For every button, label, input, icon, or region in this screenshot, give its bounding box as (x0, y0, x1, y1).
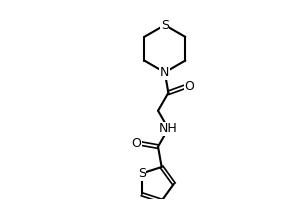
Text: S: S (161, 19, 169, 32)
Text: S: S (138, 167, 146, 180)
Text: O: O (131, 137, 141, 150)
Text: O: O (184, 80, 194, 93)
Text: N: N (160, 66, 170, 79)
Text: NH: NH (159, 122, 178, 135)
